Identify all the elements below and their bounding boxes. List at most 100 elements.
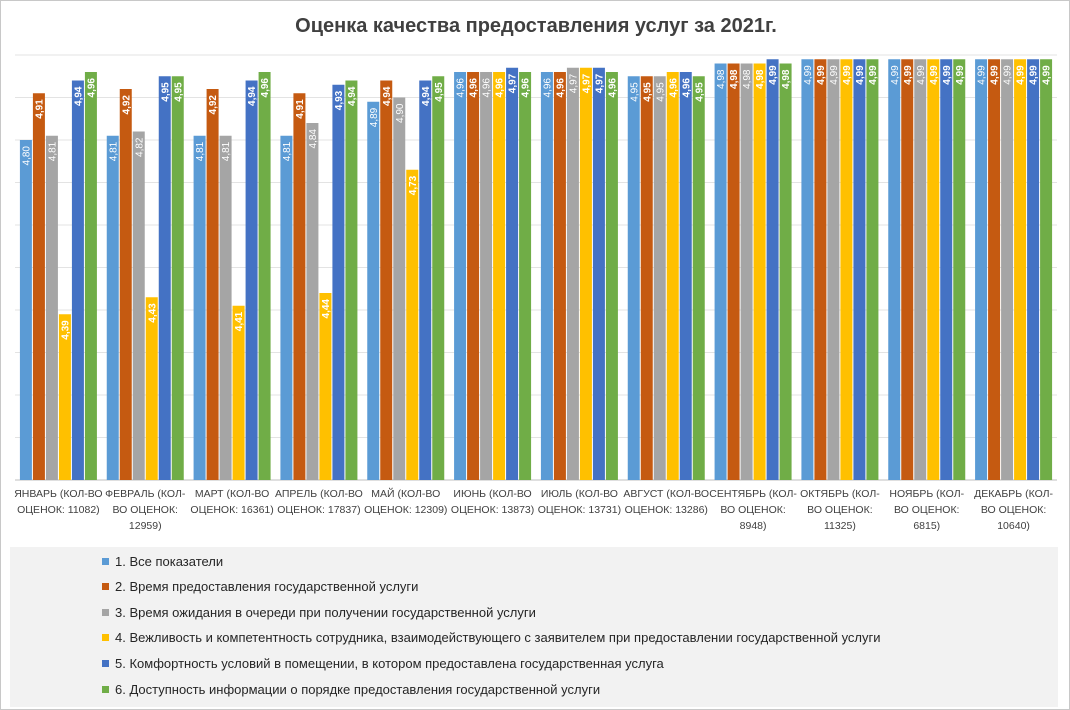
data-label: 4,97 (508, 73, 519, 93)
data-label: 4,94 (421, 86, 432, 106)
bar (1001, 59, 1014, 480)
data-label: 4,99 (842, 65, 853, 85)
legend-item: 6. Доступность информации о порядке пред… (102, 679, 600, 699)
bar (493, 72, 506, 480)
data-label: 4,99 (1016, 65, 1027, 85)
bar (679, 72, 692, 480)
bar (245, 80, 258, 480)
data-label: 4,96 (681, 78, 692, 98)
data-label: 4,96 (495, 78, 506, 98)
legend-swatch (102, 608, 109, 616)
bar (32, 93, 45, 480)
bar (840, 59, 853, 480)
bar (988, 59, 1001, 480)
legend-item: 2. Время предоставления государственной … (102, 577, 418, 597)
data-label: 4,98 (781, 69, 792, 89)
bar (1040, 59, 1053, 480)
bar (480, 72, 493, 480)
bar (901, 59, 914, 480)
bar (393, 97, 406, 480)
data-label: 4,96 (456, 78, 467, 98)
bar (779, 63, 792, 480)
data-label: 4,73 (408, 175, 419, 195)
bar (345, 80, 358, 480)
data-label: 4,99 (977, 65, 988, 85)
data-label: 4,97 (581, 73, 592, 93)
chart-title: Оценка качества предоставления услуг за … (295, 15, 777, 37)
bar (280, 135, 293, 480)
legend-item: 4. Вежливость и компетентность сотрудник… (102, 628, 881, 648)
bar (975, 59, 988, 480)
data-label: 4,99 (803, 65, 814, 85)
data-label: 4,96 (668, 78, 679, 98)
data-label: 4,98 (729, 69, 740, 89)
bar (888, 59, 901, 480)
bar-chart-plot: 4,80 4,81 4,81 4,814,894,96 4,96 4,954,98 4,99… (15, 54, 1057, 481)
bar (319, 293, 332, 480)
bar (1014, 59, 1027, 480)
bar (206, 89, 219, 480)
x-tick-label: МАРТ (КОЛ-ВО ОЦЕНОК: 16361) (190, 488, 274, 516)
data-label: 4,92 (208, 95, 219, 115)
data-label: 4,99 (942, 65, 953, 85)
bar (553, 72, 566, 480)
data-label: 4,81 (282, 141, 293, 161)
x-tick-label: ЯНВАРЬ (КОЛ-ВО ОЦЕНОК: 11082) (14, 488, 103, 516)
data-label: 4,95 (160, 82, 171, 102)
data-label: 4,96 (521, 78, 532, 98)
x-tick-label: ОКТЯБРЬ (КОЛ- ВО ОЦЕНОК: 11325) (800, 488, 880, 532)
data-label: 4,95 (434, 82, 445, 102)
bar (58, 314, 71, 480)
bar (692, 76, 705, 480)
bar (467, 72, 480, 480)
x-tick-label: АВГУСТ (КОЛ-ВО ОЦЕНОК: 13286) (623, 488, 710, 516)
bar (145, 297, 158, 480)
legend-label: 1. Все показатели (115, 553, 224, 569)
x-tick-label: ДЕКАБРЬ (КОЛ- ВО ОЦЕНОК: 10640) (974, 488, 1054, 532)
data-label: 4,99 (916, 65, 927, 85)
data-label: 4,81 (108, 141, 119, 161)
data-label: 4,98 (716, 69, 727, 89)
x-tick-label: ИЮЛЬ (КОЛ-ВО ОЦЕНОК: 13731) (537, 488, 622, 516)
data-label: 4,91 (295, 99, 306, 119)
x-tick-label: МАЙ (КОЛ-ВО ОЦЕНОК: 12309) (364, 488, 448, 516)
data-label: 4,99 (903, 65, 914, 85)
data-label: 4,94 (247, 86, 258, 106)
data-label: 4,99 (1042, 65, 1053, 85)
data-label: 4,99 (816, 65, 827, 85)
data-label: 4,99 (955, 65, 966, 85)
legend-item: 1. Все показатели (102, 551, 223, 571)
bar (605, 72, 618, 480)
bar (171, 76, 184, 480)
bar (19, 140, 32, 480)
bar (332, 84, 345, 480)
bar (519, 72, 532, 480)
legend-swatch (102, 685, 109, 693)
data-label: 4,99 (868, 65, 879, 85)
x-tick-label: ФЕВРАЛЬ (КОЛ- ВО ОЦЕНОК: 12959) (105, 488, 186, 532)
data-label: 4,80 (21, 146, 32, 166)
bar (627, 76, 640, 480)
data-label: 4,95 (629, 82, 640, 102)
legend-swatch (102, 659, 109, 667)
bar (766, 59, 779, 480)
x-tick-label: НОЯБРЬ (КОЛ- ВО ОЦЕНОК: 6815) (889, 488, 965, 532)
bar (406, 169, 419, 480)
legend-swatch (102, 583, 109, 591)
data-label: 4,96 (555, 78, 566, 98)
legend-label: 3. Время ожидания в очереди при получени… (115, 604, 536, 620)
bar (45, 135, 58, 480)
bar (753, 63, 766, 480)
data-label: 4,44 (321, 299, 332, 319)
data-label: 4,92 (121, 95, 132, 115)
data-label: 4,41 (234, 311, 245, 331)
x-tick-label: АПРЕЛЬ (КОЛ-ВО ОЦЕНОК: 17837) (274, 488, 363, 516)
data-label: 4,39 (60, 320, 71, 340)
bar (653, 76, 666, 480)
data-label: 4,96 (86, 78, 97, 98)
data-label: 4,99 (768, 65, 779, 85)
bar (432, 76, 445, 480)
data-label: 4,96 (469, 78, 480, 98)
bar (293, 93, 306, 480)
bar (106, 135, 119, 480)
